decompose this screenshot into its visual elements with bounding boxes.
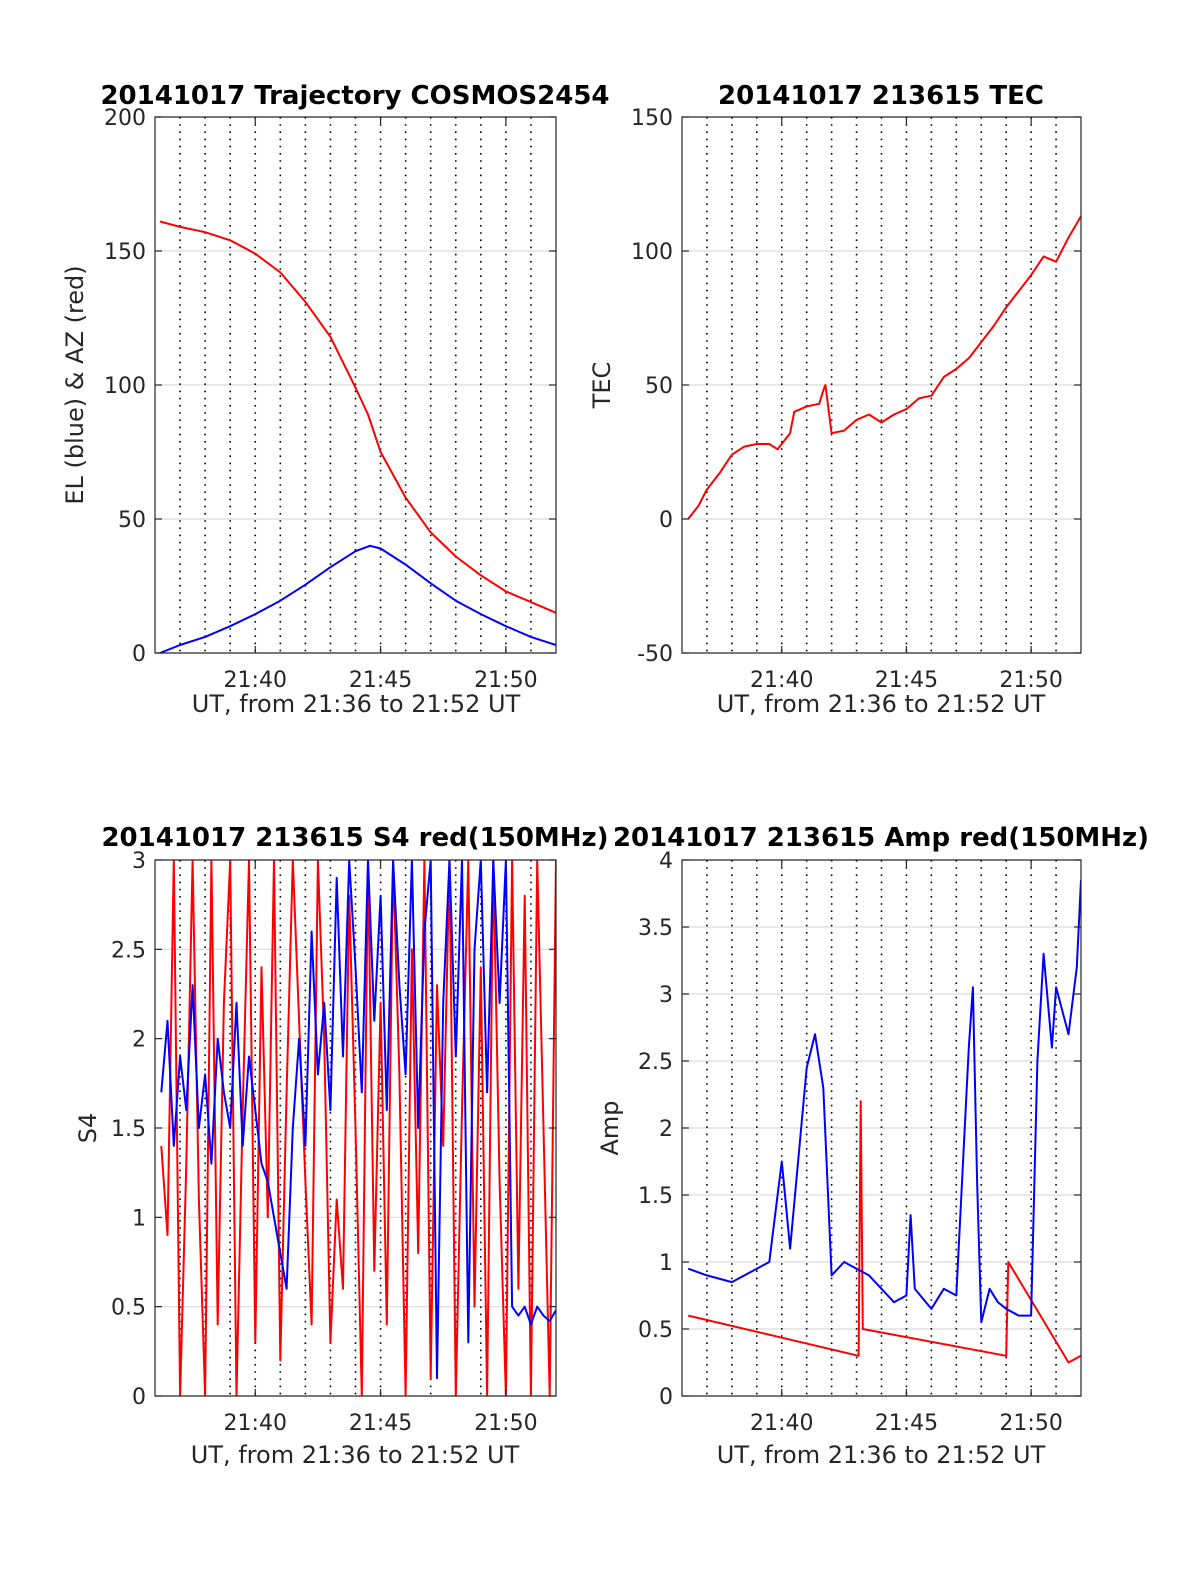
ticks-s4: 0 0.5 1 1.5 2 2.5 3 21:40 21:45 21:50 [111, 849, 556, 1436]
y-tick-label: 0 [659, 508, 673, 533]
grid-amp [682, 859, 1081, 1397]
y-tick-label: 3.5 [638, 916, 673, 941]
y-tick-label: 0.5 [638, 1318, 673, 1343]
x-axis-label-trajectory: UT, from 21:36 to 21:52 UT [192, 690, 521, 718]
y-tick-label: 1.5 [638, 1184, 673, 1209]
chart-title-s4: 20141017 213615 S4 red(150MHz) [101, 823, 608, 853]
y-tick-label: 1 [132, 1206, 146, 1231]
y-axis-label-amp: Amp [596, 1100, 624, 1155]
x-tick-label: 21:50 [999, 668, 1062, 693]
series-line-amp-0 [687, 1100, 1081, 1364]
chart-title-amp: 20141017 213615 Amp red(150MHz) [613, 823, 1149, 853]
grid-trajectory [155, 116, 556, 654]
ticks-trajectory: 0 50 100 150 200 21:40 21:45 21:50 [104, 106, 556, 693]
y-tick-label: 2 [659, 1117, 673, 1142]
y-tick-label: 50 [645, 374, 673, 399]
y-axis-label-tec: TEC [588, 362, 616, 410]
x-tick-label: 21:40 [224, 668, 287, 693]
series-line-traj-0 [159, 220, 556, 614]
x-tick-label: 21:45 [875, 1411, 938, 1436]
series-line-tec-0 [687, 215, 1081, 520]
y-tick-label: 2.5 [638, 1050, 673, 1075]
y-tick-label: 1 [659, 1251, 673, 1276]
y-tick-label: 0 [659, 1385, 673, 1410]
y-tick-label: 0.5 [111, 1296, 146, 1321]
y-tick-label: 3 [659, 983, 673, 1008]
panel-trajectory: 0 50 100 150 200 21:40 21:45 21:50 20141017 Tra… [61, 81, 610, 718]
series-amp [687, 880, 1081, 1364]
x-tick-label: 21:40 [750, 668, 813, 693]
x-tick-label: 21:40 [750, 1411, 813, 1436]
chart-title-trajectory: 20141017 Trajectory COSMOS2454 [100, 81, 609, 111]
grid-tec [682, 116, 1081, 654]
x-tick-label: 21:40 [224, 1411, 287, 1436]
series-line-s4-1 [160, 860, 556, 1380]
y-tick-label: 100 [104, 374, 146, 399]
y-tick-label: 50 [118, 508, 146, 533]
x-axis-label-amp: UT, from 21:36 to 21:52 UT [717, 1441, 1046, 1469]
panel-s4: 0 0.5 1 1.5 2 2.5 3 21:40 21:45 21:50 20141017 21… [74, 823, 609, 1469]
y-tick-label: 2.5 [111, 938, 146, 963]
x-tick-label: 21:45 [875, 668, 938, 693]
y-tick-label: 150 [631, 106, 673, 131]
x-tick-label: 21:50 [474, 668, 537, 693]
series-line-traj-1 [159, 544, 556, 653]
panel-amp: 0 0.5 1 1.5 2 2.5 3 3.5 4 21:40 21:45 21:50 2014101… [596, 823, 1149, 1469]
y-tick-label: 3 [132, 849, 146, 874]
y-axis-label-trajectory: EL (blue) & AZ (red) [61, 265, 89, 504]
series-trajectory [159, 220, 556, 653]
chart-title-tec: 20141017 213615 TEC [718, 81, 1044, 111]
series-line-amp-1 [687, 880, 1081, 1324]
x-tick-label: 21:50 [999, 1411, 1062, 1436]
series-tec [687, 215, 1081, 520]
x-axis-label-tec: UT, from 21:36 to 21:52 UT [717, 690, 1046, 718]
ticks-tec: -50 0 50 100 150 21:40 21:45 21:50 [631, 106, 1081, 693]
y-tick-label: 2 [132, 1028, 146, 1053]
y-tick-label: 1.5 [111, 1117, 146, 1142]
x-tick-label: 21:45 [349, 1411, 412, 1436]
x-tick-label: 21:50 [474, 1411, 537, 1436]
y-tick-label: 150 [104, 240, 146, 265]
y-tick-label: 100 [631, 240, 673, 265]
y-tick-label: 0 [132, 1385, 146, 1410]
y-tick-label: 4 [659, 849, 673, 874]
y-tick-label: -50 [637, 642, 673, 667]
series-line-s4-0 [160, 860, 556, 1396]
y-tick-label: 200 [104, 106, 146, 131]
panel-tec: -50 0 50 100 150 21:40 21:45 21:50 20141017 213… [588, 81, 1082, 718]
ticks-amp: 0 0.5 1 1.5 2 2.5 3 3.5 4 21:40 21:45 21:50 [638, 849, 1081, 1436]
x-tick-label: 21:45 [349, 668, 412, 693]
y-tick-label: 0 [132, 642, 146, 667]
y-axis-label-s4: S4 [74, 1113, 102, 1144]
x-axis-label-s4: UT, from 21:36 to 21:52 UT [191, 1441, 520, 1469]
series-s4 [160, 860, 556, 1396]
